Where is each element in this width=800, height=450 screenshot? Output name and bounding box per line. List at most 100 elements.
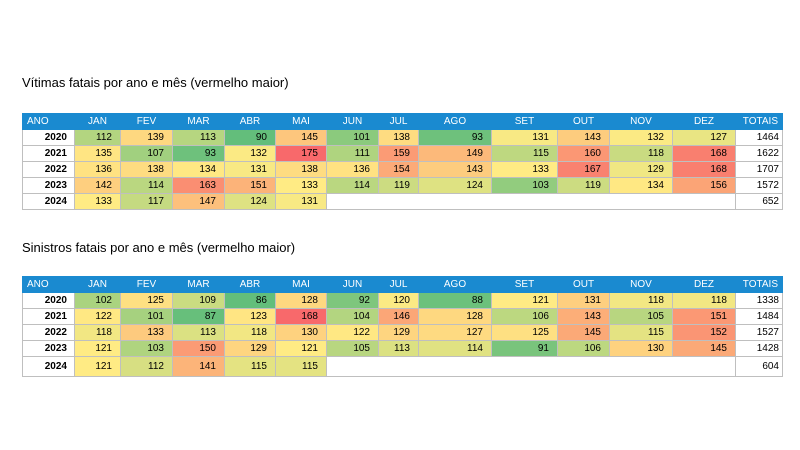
total-cell: 1572 — [735, 177, 783, 194]
value-cell: 128 — [275, 292, 327, 309]
value-cell: 151 — [672, 308, 736, 325]
value-cell: 119 — [378, 177, 419, 194]
value-cell: 124 — [418, 177, 492, 194]
empty-cell — [609, 193, 673, 210]
sinistros-fatais-table: ANO JAN FEV MAR ABR MAI JUN JUL AGO SET OUT NOV DEZ T… — [22, 276, 783, 377]
value-cell: 138 — [378, 129, 419, 146]
value-cell: 143 — [557, 308, 610, 325]
value-cell: 93 — [172, 145, 225, 162]
value-cell: 113 — [378, 340, 419, 357]
table2-title: Sinistros fatais por ano e mês (vermelho… — [22, 240, 296, 255]
value-cell: 118 — [609, 145, 673, 162]
value-cell: 125 — [120, 292, 173, 309]
value-cell: 130 — [275, 324, 327, 341]
value-cell: 152 — [672, 324, 736, 341]
value-cell: 115 — [491, 145, 558, 162]
value-cell: 113 — [172, 324, 225, 341]
header-month: JUL — [378, 113, 419, 130]
value-cell: 160 — [557, 145, 610, 162]
header-month: OUT — [557, 113, 610, 130]
total-cell: 1527 — [735, 324, 783, 341]
value-cell: 145 — [275, 129, 327, 146]
value-cell: 118 — [74, 324, 121, 341]
value-cell: 131 — [275, 193, 327, 210]
value-cell: 90 — [224, 129, 276, 146]
value-cell: 118 — [224, 324, 276, 341]
value-cell: 168 — [672, 145, 736, 162]
header-month: SET — [491, 276, 558, 293]
header-month: FEV — [120, 276, 173, 293]
value-cell: 114 — [326, 177, 379, 194]
value-cell: 102 — [74, 292, 121, 309]
value-cell: 133 — [120, 324, 173, 341]
value-cell: 145 — [557, 324, 610, 341]
header-month: ABR — [224, 276, 276, 293]
value-cell: 105 — [609, 308, 673, 325]
empty-cell — [672, 356, 736, 377]
table-row: 2020 102 125 109 86 128 92 120 88 121 131 118 118 133… — [22, 292, 783, 309]
value-cell: 122 — [74, 308, 121, 325]
value-cell: 147 — [172, 193, 225, 210]
value-cell: 129 — [609, 161, 673, 178]
empty-cell — [672, 193, 736, 210]
value-cell: 107 — [120, 145, 173, 162]
value-cell: 138 — [120, 161, 173, 178]
value-cell: 131 — [224, 161, 276, 178]
header-month: AGO — [418, 113, 492, 130]
table-row: 2021 122 101 87 123 168 104 146 128 106 143 105 151 1… — [22, 308, 783, 325]
header-ano: ANO — [22, 113, 75, 130]
value-cell: 128 — [418, 308, 492, 325]
year-cell: 2022 — [22, 161, 75, 178]
total-cell: 1338 — [735, 292, 783, 309]
table-row: 2021 135 107 93 132 175 111 159 149 115 160 118 168 1… — [22, 145, 783, 162]
empty-cell — [491, 356, 558, 377]
value-cell: 119 — [557, 177, 610, 194]
header-row: ANO JAN FEV MAR ABR MAI JUN JUL AGO SET OUT NOV DEZ T… — [22, 113, 783, 130]
value-cell: 136 — [74, 161, 121, 178]
year-cell: 2021 — [22, 145, 75, 162]
table-row: 2022 118 133 113 118 130 122 129 127 125 145 115 152… — [22, 324, 783, 341]
value-cell: 167 — [557, 161, 610, 178]
value-cell: 149 — [418, 145, 492, 162]
value-cell: 168 — [275, 308, 327, 325]
year-cell: 2023 — [22, 177, 75, 194]
value-cell: 143 — [418, 161, 492, 178]
value-cell: 135 — [74, 145, 121, 162]
value-cell: 142 — [74, 177, 121, 194]
value-cell: 143 — [557, 129, 610, 146]
header-month: MAI — [275, 113, 327, 130]
year-cell: 2020 — [22, 129, 75, 146]
value-cell: 125 — [491, 324, 558, 341]
value-cell: 159 — [378, 145, 419, 162]
value-cell: 106 — [557, 340, 610, 357]
table-row: 2024 133 117 147 124 131 652 — [22, 193, 783, 210]
value-cell: 132 — [609, 129, 673, 146]
year-cell: 2024 — [22, 356, 75, 377]
value-cell: 112 — [120, 356, 173, 377]
value-cell: 115 — [224, 356, 276, 377]
value-cell: 163 — [172, 177, 225, 194]
year-cell: 2024 — [22, 193, 75, 210]
value-cell: 131 — [491, 129, 558, 146]
table1-title: Vítimas fatais por ano e mês (vermelho m… — [22, 75, 289, 90]
year-cell: 2020 — [22, 292, 75, 309]
value-cell: 150 — [172, 340, 225, 357]
value-cell: 118 — [609, 292, 673, 309]
header-totais: TOTAIS — [735, 276, 783, 293]
year-cell: 2021 — [22, 308, 75, 325]
value-cell: 134 — [609, 177, 673, 194]
header-month: AGO — [418, 276, 492, 293]
value-cell: 121 — [491, 292, 558, 309]
value-cell: 103 — [120, 340, 173, 357]
empty-cell — [609, 356, 673, 377]
value-cell: 86 — [224, 292, 276, 309]
value-cell: 121 — [74, 356, 121, 377]
value-cell: 112 — [74, 129, 121, 146]
value-cell: 101 — [120, 308, 173, 325]
total-cell: 652 — [735, 193, 783, 210]
year-cell: 2023 — [22, 340, 75, 357]
header-month: MAI — [275, 276, 327, 293]
value-cell: 114 — [418, 340, 492, 357]
value-cell: 129 — [378, 324, 419, 341]
total-cell: 1484 — [735, 308, 783, 325]
